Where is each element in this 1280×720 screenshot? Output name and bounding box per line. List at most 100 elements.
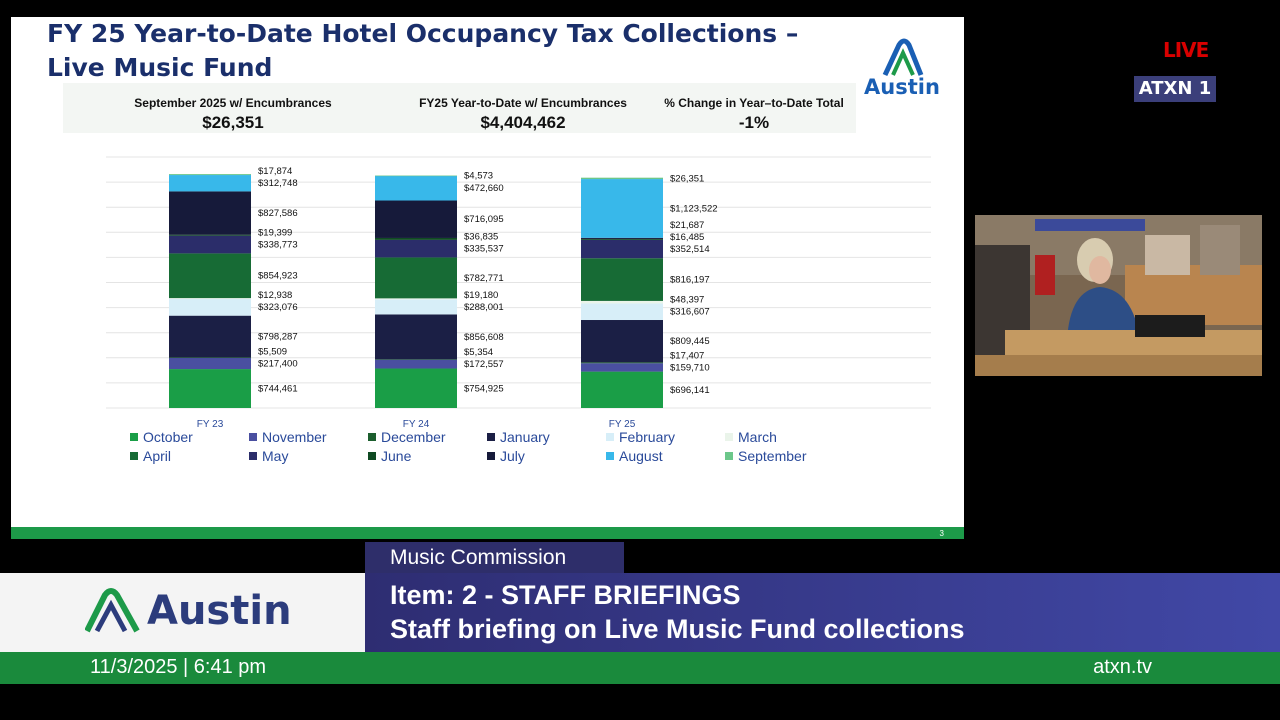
stats-panel: September 2025 w/ Encumbrances $26,351 F…	[63, 83, 856, 133]
legend-swatch	[130, 433, 138, 441]
legend-swatch	[249, 433, 257, 441]
bar-segment	[581, 300, 663, 304]
data-label: $26,351	[670, 173, 704, 184]
data-label: $472,660	[464, 183, 504, 194]
data-label: $4,573	[464, 171, 493, 182]
data-label: $798,287	[258, 332, 298, 343]
slide-footer-bar: 3	[11, 527, 964, 539]
legend-item: February	[606, 429, 675, 445]
legend-label: October	[143, 429, 193, 445]
data-label: $12,938	[258, 290, 292, 301]
legend-item: June	[368, 448, 411, 464]
data-label: $21,687	[670, 220, 704, 231]
legend-label: June	[381, 448, 412, 464]
data-label: $323,076	[258, 302, 298, 313]
legend-label: September	[738, 448, 807, 464]
agenda-item-banner: Item: 2 - STAFF BRIEFINGS Staff briefing…	[365, 573, 1280, 652]
stat-value: $26,351	[202, 113, 264, 132]
data-label: $352,514	[670, 244, 710, 255]
website-url: atxn.tv	[1093, 656, 1152, 678]
legend-swatch	[487, 452, 495, 460]
data-label: $36,835	[464, 232, 498, 243]
lower-third-logo-text: Austin	[147, 588, 292, 634]
bar-segment	[375, 237, 457, 240]
data-label: $716,095	[464, 214, 504, 225]
agenda-item-title: Item: 2 - STAFF BRIEFINGS	[390, 580, 741, 610]
legend-item: September	[725, 448, 806, 464]
legend-item: October	[130, 429, 193, 445]
legend-swatch	[368, 452, 376, 460]
bar-segment	[581, 371, 663, 408]
data-label: $5,509	[258, 346, 287, 357]
bar-segment	[375, 359, 457, 360]
data-label: $744,461	[258, 384, 298, 395]
bar-segment	[375, 175, 457, 201]
legend-label: January	[500, 429, 550, 445]
legend-swatch	[130, 452, 138, 460]
info-strip: 11/3/2025 | 6:41 pm atxn.tv	[0, 652, 1280, 684]
live-badge: LIVE	[1163, 38, 1209, 62]
category-label: FY 23	[197, 419, 224, 430]
bar-segment	[581, 177, 663, 180]
bar-segment	[169, 234, 251, 236]
bar-segment	[169, 357, 251, 370]
data-label: $854,923	[258, 271, 298, 282]
stat-label: September 2025 w/ Encumbrances	[134, 96, 332, 110]
date-time: 11/3/2025 | 6:41 pm	[90, 656, 267, 678]
legend-item: April	[130, 448, 171, 464]
legend-label: December	[381, 429, 446, 445]
channel-badge: ATXN 1	[1134, 76, 1216, 102]
bar-segment	[375, 239, 457, 258]
bar-segment	[169, 369, 251, 408]
data-label: $338,773	[258, 240, 298, 251]
legend-label: August	[619, 448, 663, 464]
slide-title-line2: Live Music Fund	[47, 53, 273, 82]
stat-september: September 2025 w/ Encumbrances $26,351	[73, 83, 393, 133]
camera-scene-image	[975, 215, 1262, 376]
presentation-slide: FY 25 Year-to-Date Hotel Occupancy Tax C…	[11, 17, 964, 539]
bar-segment	[169, 191, 251, 235]
legend-item: December	[368, 429, 446, 445]
bar-segment	[169, 315, 251, 358]
bar-segment	[375, 314, 457, 360]
legend-swatch	[725, 452, 733, 460]
slide-page-number: 3	[939, 529, 944, 538]
data-label: $856,608	[464, 332, 504, 343]
data-label: $217,400	[258, 358, 298, 369]
data-label: $312,748	[258, 178, 298, 189]
data-label: $288,001	[464, 302, 504, 313]
data-label: $316,607	[670, 307, 710, 318]
slide-title: FY 25 Year-to-Date Hotel Occupancy Tax C…	[47, 17, 867, 85]
bar-segment	[375, 298, 457, 300]
legend-label: November	[262, 429, 327, 445]
data-label: $1,123,522	[670, 203, 718, 214]
data-label: $159,710	[670, 362, 710, 373]
legend-item: March	[725, 429, 777, 445]
bar-segment	[169, 175, 251, 192]
data-label: $16,485	[670, 232, 704, 243]
agenda-item-description: Staff briefing on Live Music Fund collec…	[390, 614, 965, 644]
camera-feed	[975, 215, 1262, 376]
bar-segment	[581, 303, 663, 321]
stat-label: % Change in Year–to-Date Total	[664, 96, 844, 110]
legend-label: March	[738, 429, 777, 445]
category-label: FY 24	[403, 419, 430, 430]
data-label: $809,445	[670, 336, 710, 347]
austin-logo-icon	[882, 38, 924, 77]
legend-item: August	[606, 448, 663, 464]
legend-swatch	[368, 433, 376, 441]
bar-segment	[375, 368, 457, 408]
category-label: FY 25	[609, 419, 636, 430]
meeting-name-tab: Music Commission	[365, 542, 624, 573]
data-label: $335,537	[464, 244, 504, 255]
data-label: $17,874	[258, 166, 292, 177]
bar-segment	[581, 238, 663, 240]
legend-item: July	[487, 448, 525, 464]
legend-swatch	[606, 433, 614, 441]
data-label: $19,399	[258, 228, 292, 239]
bar-segment	[169, 298, 251, 299]
stat-ytd: FY25 Year-to-Date w/ Encumbrances $4,404…	[398, 83, 648, 133]
legend-swatch	[725, 433, 733, 441]
data-label: $19,180	[464, 290, 498, 301]
bar-segment	[375, 299, 457, 315]
